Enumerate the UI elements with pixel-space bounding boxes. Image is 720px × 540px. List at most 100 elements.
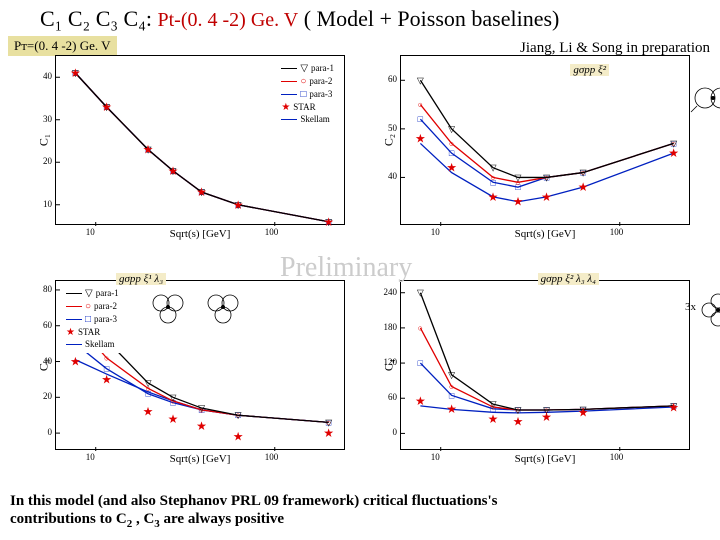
ytick: 60 — [32, 320, 52, 330]
title-model: ( Model + Poisson baselines) — [304, 6, 560, 31]
footnote-line2-mid: , C — [132, 511, 154, 527]
svg-text:★: ★ — [513, 195, 524, 209]
svg-text:3x: 3x — [685, 301, 697, 313]
svg-text:▽: ▽ — [417, 75, 424, 85]
svg-text:★: ★ — [233, 198, 244, 212]
title-cumulants: C₁ C₂ C₃ C₄: — [40, 6, 152, 31]
gpp-label-c3: gσpp ξ¹ λ₃ — [116, 273, 166, 285]
legend-item: □para-3 — [281, 88, 334, 101]
xtick: 10 — [431, 227, 440, 237]
gpp-label-c2: gσpp ξ² — [570, 64, 609, 76]
svg-text:★: ★ — [578, 180, 589, 194]
pt-badge: Pᴛ=(0. 4 -2) Ge. V — [8, 36, 117, 56]
svg-text:▽: ▽ — [490, 163, 497, 173]
xlabel-c2: Sqrt(s) [GeV] — [515, 228, 576, 240]
svg-text:□: □ — [418, 114, 424, 124]
ytick: 20 — [32, 156, 52, 166]
svg-text:★: ★ — [196, 185, 207, 199]
svg-text:★: ★ — [668, 401, 679, 415]
svg-text:★: ★ — [446, 402, 457, 416]
svg-text:★: ★ — [541, 190, 552, 204]
title-pt-range: Pt-(0. 4 -2) Ge. V — [158, 9, 299, 31]
ytick: 60 — [377, 74, 397, 84]
svg-text:○: ○ — [490, 172, 495, 182]
svg-text:★: ★ — [578, 405, 589, 419]
xtick: 100 — [265, 227, 279, 237]
svg-text:★: ★ — [415, 394, 426, 408]
xtick: 100 — [265, 452, 279, 462]
ytick: 20 — [32, 391, 52, 401]
svg-text:★: ★ — [196, 419, 207, 433]
xtick: 100 — [610, 227, 624, 237]
ytick: 0 — [377, 427, 397, 437]
svg-text:▽: ▽ — [169, 392, 176, 402]
footnote-line2-pre: contributions to C — [10, 511, 127, 527]
legend-item: ▽para-1 — [66, 287, 119, 300]
xlabel-c4: Sqrt(s) [GeV] — [515, 453, 576, 465]
legend-item: ○para-2 — [281, 75, 334, 88]
plot-c3: □□□□□□□○○○○○○○▽▽▽▽▽▽▽★★★★★★★C₃Sqrt(s) [G… — [55, 280, 345, 450]
svg-text:▽: ▽ — [514, 405, 521, 415]
ylabel-c1: C₁ — [37, 134, 52, 146]
preliminary-watermark: Preliminary — [280, 252, 412, 284]
svg-text:★: ★ — [488, 412, 499, 426]
legend-item: ▽para-1 — [281, 62, 334, 75]
xtick: 10 — [86, 227, 95, 237]
ytick: 180 — [377, 322, 397, 332]
xtick: 100 — [610, 452, 624, 462]
svg-text:★: ★ — [168, 412, 179, 426]
svg-text:○: ○ — [449, 138, 454, 148]
legend-c1: ▽para-1○para-2□para-3★STARSkellam — [277, 60, 338, 128]
ytick: 80 — [32, 284, 52, 294]
plot-c2: □□□□□□□○○○○○○○▽▽▽▽▽▽▽★★★★★★★C₂Sqrt(s) [G… — [400, 55, 690, 225]
svg-text:★: ★ — [323, 426, 334, 440]
svg-text:★: ★ — [513, 415, 524, 429]
ytick: 10 — [32, 199, 52, 209]
legend-item: ★STAR — [66, 326, 119, 339]
ylabel-c2: C₂ — [382, 134, 397, 146]
svg-text:★: ★ — [488, 190, 499, 204]
legend-c3: ▽para-1○para-2□para-3★STARSkellam — [62, 285, 123, 353]
footnote-line1: In this model (and also Stephanov PRL 09… — [10, 493, 498, 509]
legend-item: □para-3 — [66, 313, 119, 326]
svg-text:★: ★ — [415, 132, 426, 146]
plot-c4: □□□□□□□○○○○○○○▽▽▽▽▽▽▽★★★★★★★C₄Sqrt(s) [G… — [400, 280, 690, 450]
svg-text:★: ★ — [446, 161, 457, 175]
svg-text:▽: ▽ — [145, 378, 152, 388]
footnote: In this model (and also Stephanov PRL 09… — [10, 492, 710, 533]
gpp-label-c4: gσpp ξ² λ₃ λ₄ — [538, 273, 599, 285]
xtick: 10 — [86, 452, 95, 462]
svg-text:▽: ▽ — [514, 172, 521, 182]
xlabel-c3: Sqrt(s) [GeV] — [170, 453, 231, 465]
ytick: 40 — [377, 171, 397, 181]
svg-text:★: ★ — [70, 355, 81, 369]
svg-text:★: ★ — [101, 100, 112, 114]
svg-text:○: ○ — [418, 323, 423, 333]
svg-text:★: ★ — [70, 66, 81, 80]
svg-text:★: ★ — [233, 430, 244, 444]
ytick: 30 — [32, 114, 52, 124]
svg-text:○: ○ — [449, 382, 454, 392]
svg-text:○: ○ — [104, 353, 109, 363]
ytick: 60 — [377, 392, 397, 402]
svg-text:▽: ▽ — [580, 168, 587, 178]
legend-item: ★STAR — [281, 101, 334, 114]
svg-text:★: ★ — [668, 146, 679, 160]
ytick: 240 — [377, 287, 397, 297]
svg-text:★: ★ — [143, 405, 154, 419]
slide-title: C₁ C₂ C₃ C₄: Pt-(0. 4 -2) Ge. V ( Model … — [40, 6, 559, 32]
svg-text:★: ★ — [541, 410, 552, 424]
ytick: 120 — [377, 357, 397, 367]
xlabel-c1: Sqrt(s) [GeV] — [170, 228, 231, 240]
ytick: 40 — [32, 71, 52, 81]
footnote-line2-post: are always positive — [160, 511, 284, 527]
svg-text:▽: ▽ — [448, 124, 455, 134]
svg-text:★: ★ — [323, 215, 334, 226]
svg-text:□: □ — [449, 390, 455, 400]
svg-text:▽: ▽ — [448, 370, 455, 380]
svg-text:★: ★ — [168, 164, 179, 178]
ytick: 40 — [32, 356, 52, 366]
svg-text:★: ★ — [101, 372, 112, 386]
legend-item: Skellam — [281, 114, 334, 126]
svg-text:□: □ — [449, 148, 455, 158]
